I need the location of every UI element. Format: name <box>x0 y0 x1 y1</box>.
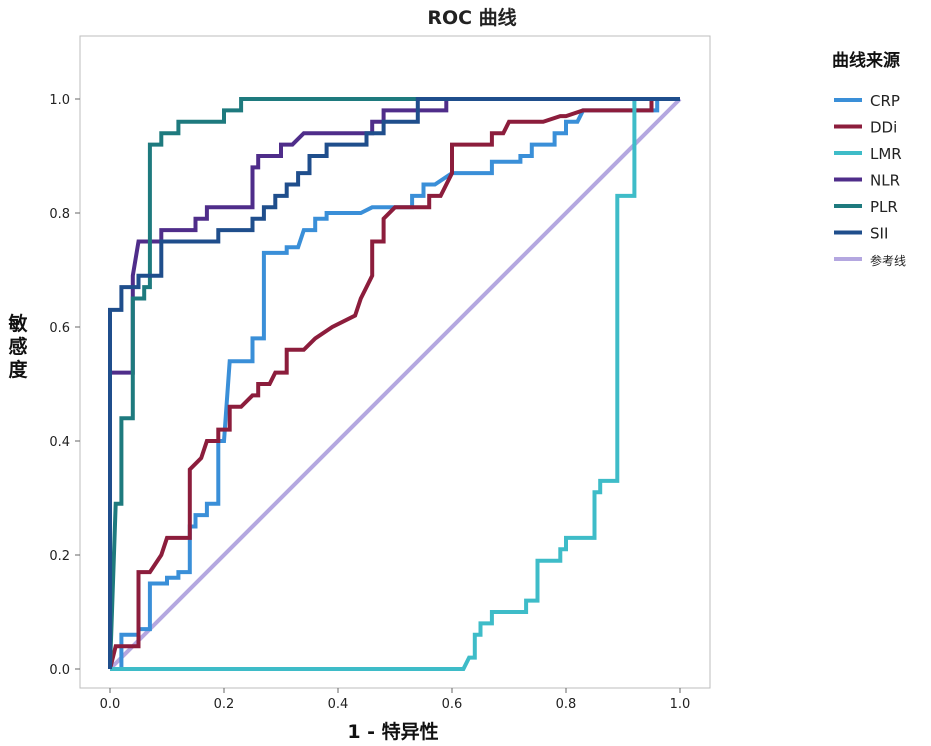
x-tick-label: 0.4 <box>328 697 349 712</box>
legend-label: CRP <box>870 92 900 110</box>
legend: 曲线来源 CRP DDi LMR NLR PLR SII 参考线 <box>832 50 906 268</box>
legend-label: DDi <box>870 119 897 137</box>
x-tick-label: 0.2 <box>214 697 235 712</box>
x-tick-label: 1.0 <box>670 697 691 712</box>
series-line-DDi <box>108 97 680 670</box>
x-tick-label: 0.8 <box>556 697 577 712</box>
x-tick-label: 0.0 <box>100 697 121 712</box>
y-tick-label: 0.6 <box>49 321 70 336</box>
series-line-SII <box>108 97 680 669</box>
x-tick-label: 0.6 <box>442 697 463 712</box>
y-tick-label: 0.0 <box>49 663 70 678</box>
y-tick-label: 1.0 <box>49 93 70 108</box>
y-tick-label: 0.8 <box>49 207 70 222</box>
x-axis-title: 1 - 特异性 <box>347 720 438 743</box>
chart-title: ROC 曲线 <box>427 6 516 29</box>
y-tick-label: 0.2 <box>49 549 70 564</box>
legend-label: PLR <box>870 198 898 216</box>
plot-frame <box>79 35 711 689</box>
legend-label: LMR <box>870 145 902 163</box>
series-line-LMR <box>110 97 680 671</box>
y-tick-label: 0.4 <box>49 435 70 450</box>
series-line-CRP <box>110 97 680 671</box>
series-line-PLR <box>108 97 680 670</box>
series-line-参考线 <box>108 97 682 671</box>
legend-label: SII <box>870 225 888 243</box>
y-axis-title: 敏感度 <box>7 312 28 381</box>
legend-title: 曲线来源 <box>832 50 900 71</box>
axes <box>79 35 711 689</box>
series-lines <box>108 97 682 671</box>
legend-label: 参考线 <box>870 253 906 268</box>
ticks: 0.0 0.2 0.4 0.6 0.8 1.0 0.0 0.2 0.4 0.6 0.8 1.0 <box>49 93 690 712</box>
legend-label: NLR <box>870 172 900 190</box>
